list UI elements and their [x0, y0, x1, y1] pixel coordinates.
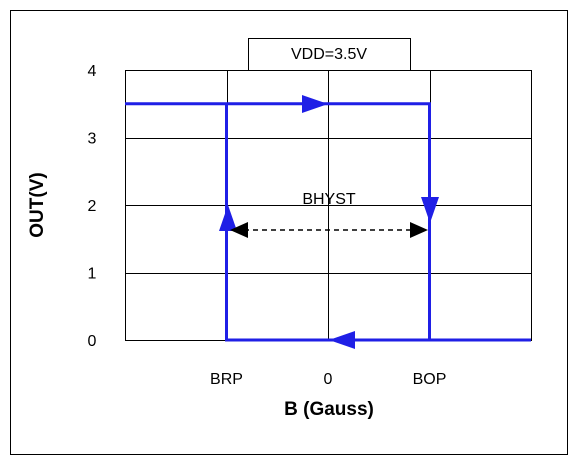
annotation: BHYST — [302, 191, 356, 208]
span-arrowhead — [230, 222, 248, 238]
direction-arrow — [219, 205, 237, 231]
y-tick-label: 3 — [88, 131, 97, 148]
y-tick-label: 1 — [88, 266, 97, 283]
chart-title: VDD=3.5V — [291, 46, 367, 63]
outer-frame — [10, 10, 568, 455]
direction-arrow — [329, 331, 355, 349]
hysteresis-line — [125, 102, 531, 342]
x-tick-label: BOP — [413, 371, 447, 388]
y-tick-label: 4 — [88, 63, 97, 80]
x-tick-label: BRP — [210, 371, 243, 388]
direction-arrow — [421, 197, 439, 223]
direction-arrow — [302, 95, 328, 113]
x-axis-label: B (Gauss) — [284, 399, 374, 420]
x-tick-label: 0 — [324, 371, 333, 388]
y-tick-label: 2 — [88, 198, 97, 215]
y-axis-label: OUT(V) — [27, 172, 48, 237]
span-arrowhead — [410, 222, 428, 238]
y-tick-label: 0 — [88, 333, 97, 350]
